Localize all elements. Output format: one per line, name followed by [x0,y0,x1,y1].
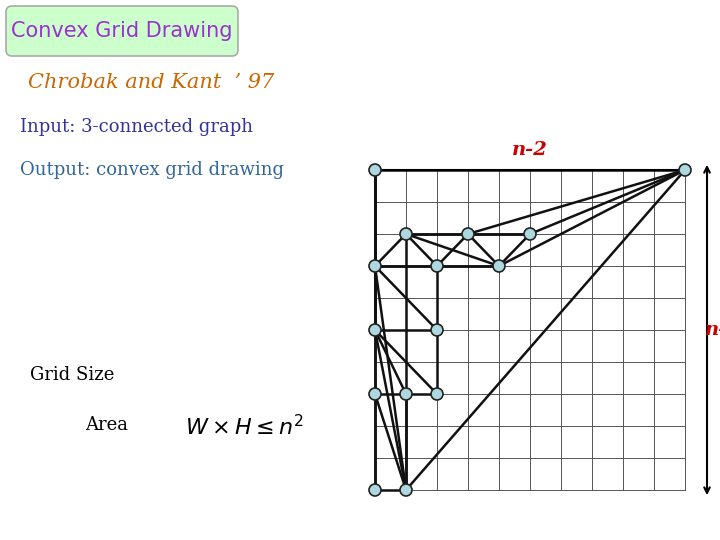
Text: Area: Area [85,416,128,434]
Circle shape [524,228,536,240]
Circle shape [369,388,381,400]
Circle shape [431,388,443,400]
Text: $W \times H \leq n^2$: $W \times H \leq n^2$ [185,415,304,441]
Text: n-2: n-2 [705,321,720,339]
Circle shape [431,260,443,272]
Circle shape [400,388,412,400]
Text: Input: 3-connected graph: Input: 3-connected graph [20,118,253,136]
Circle shape [462,228,474,240]
Circle shape [400,484,412,496]
Circle shape [400,228,412,240]
FancyBboxPatch shape [6,6,238,56]
Text: Chrobak and Kant  ’ 97: Chrobak and Kant ’ 97 [28,72,274,91]
Circle shape [369,164,381,176]
Circle shape [369,324,381,336]
Text: Convex Grid Drawing: Convex Grid Drawing [12,21,233,41]
Text: n-2: n-2 [512,141,548,159]
Circle shape [493,260,505,272]
Circle shape [679,164,691,176]
Text: Grid Size: Grid Size [30,366,114,384]
Circle shape [431,324,443,336]
Circle shape [369,260,381,272]
Circle shape [369,484,381,496]
Text: Output: convex grid drawing: Output: convex grid drawing [20,161,284,179]
